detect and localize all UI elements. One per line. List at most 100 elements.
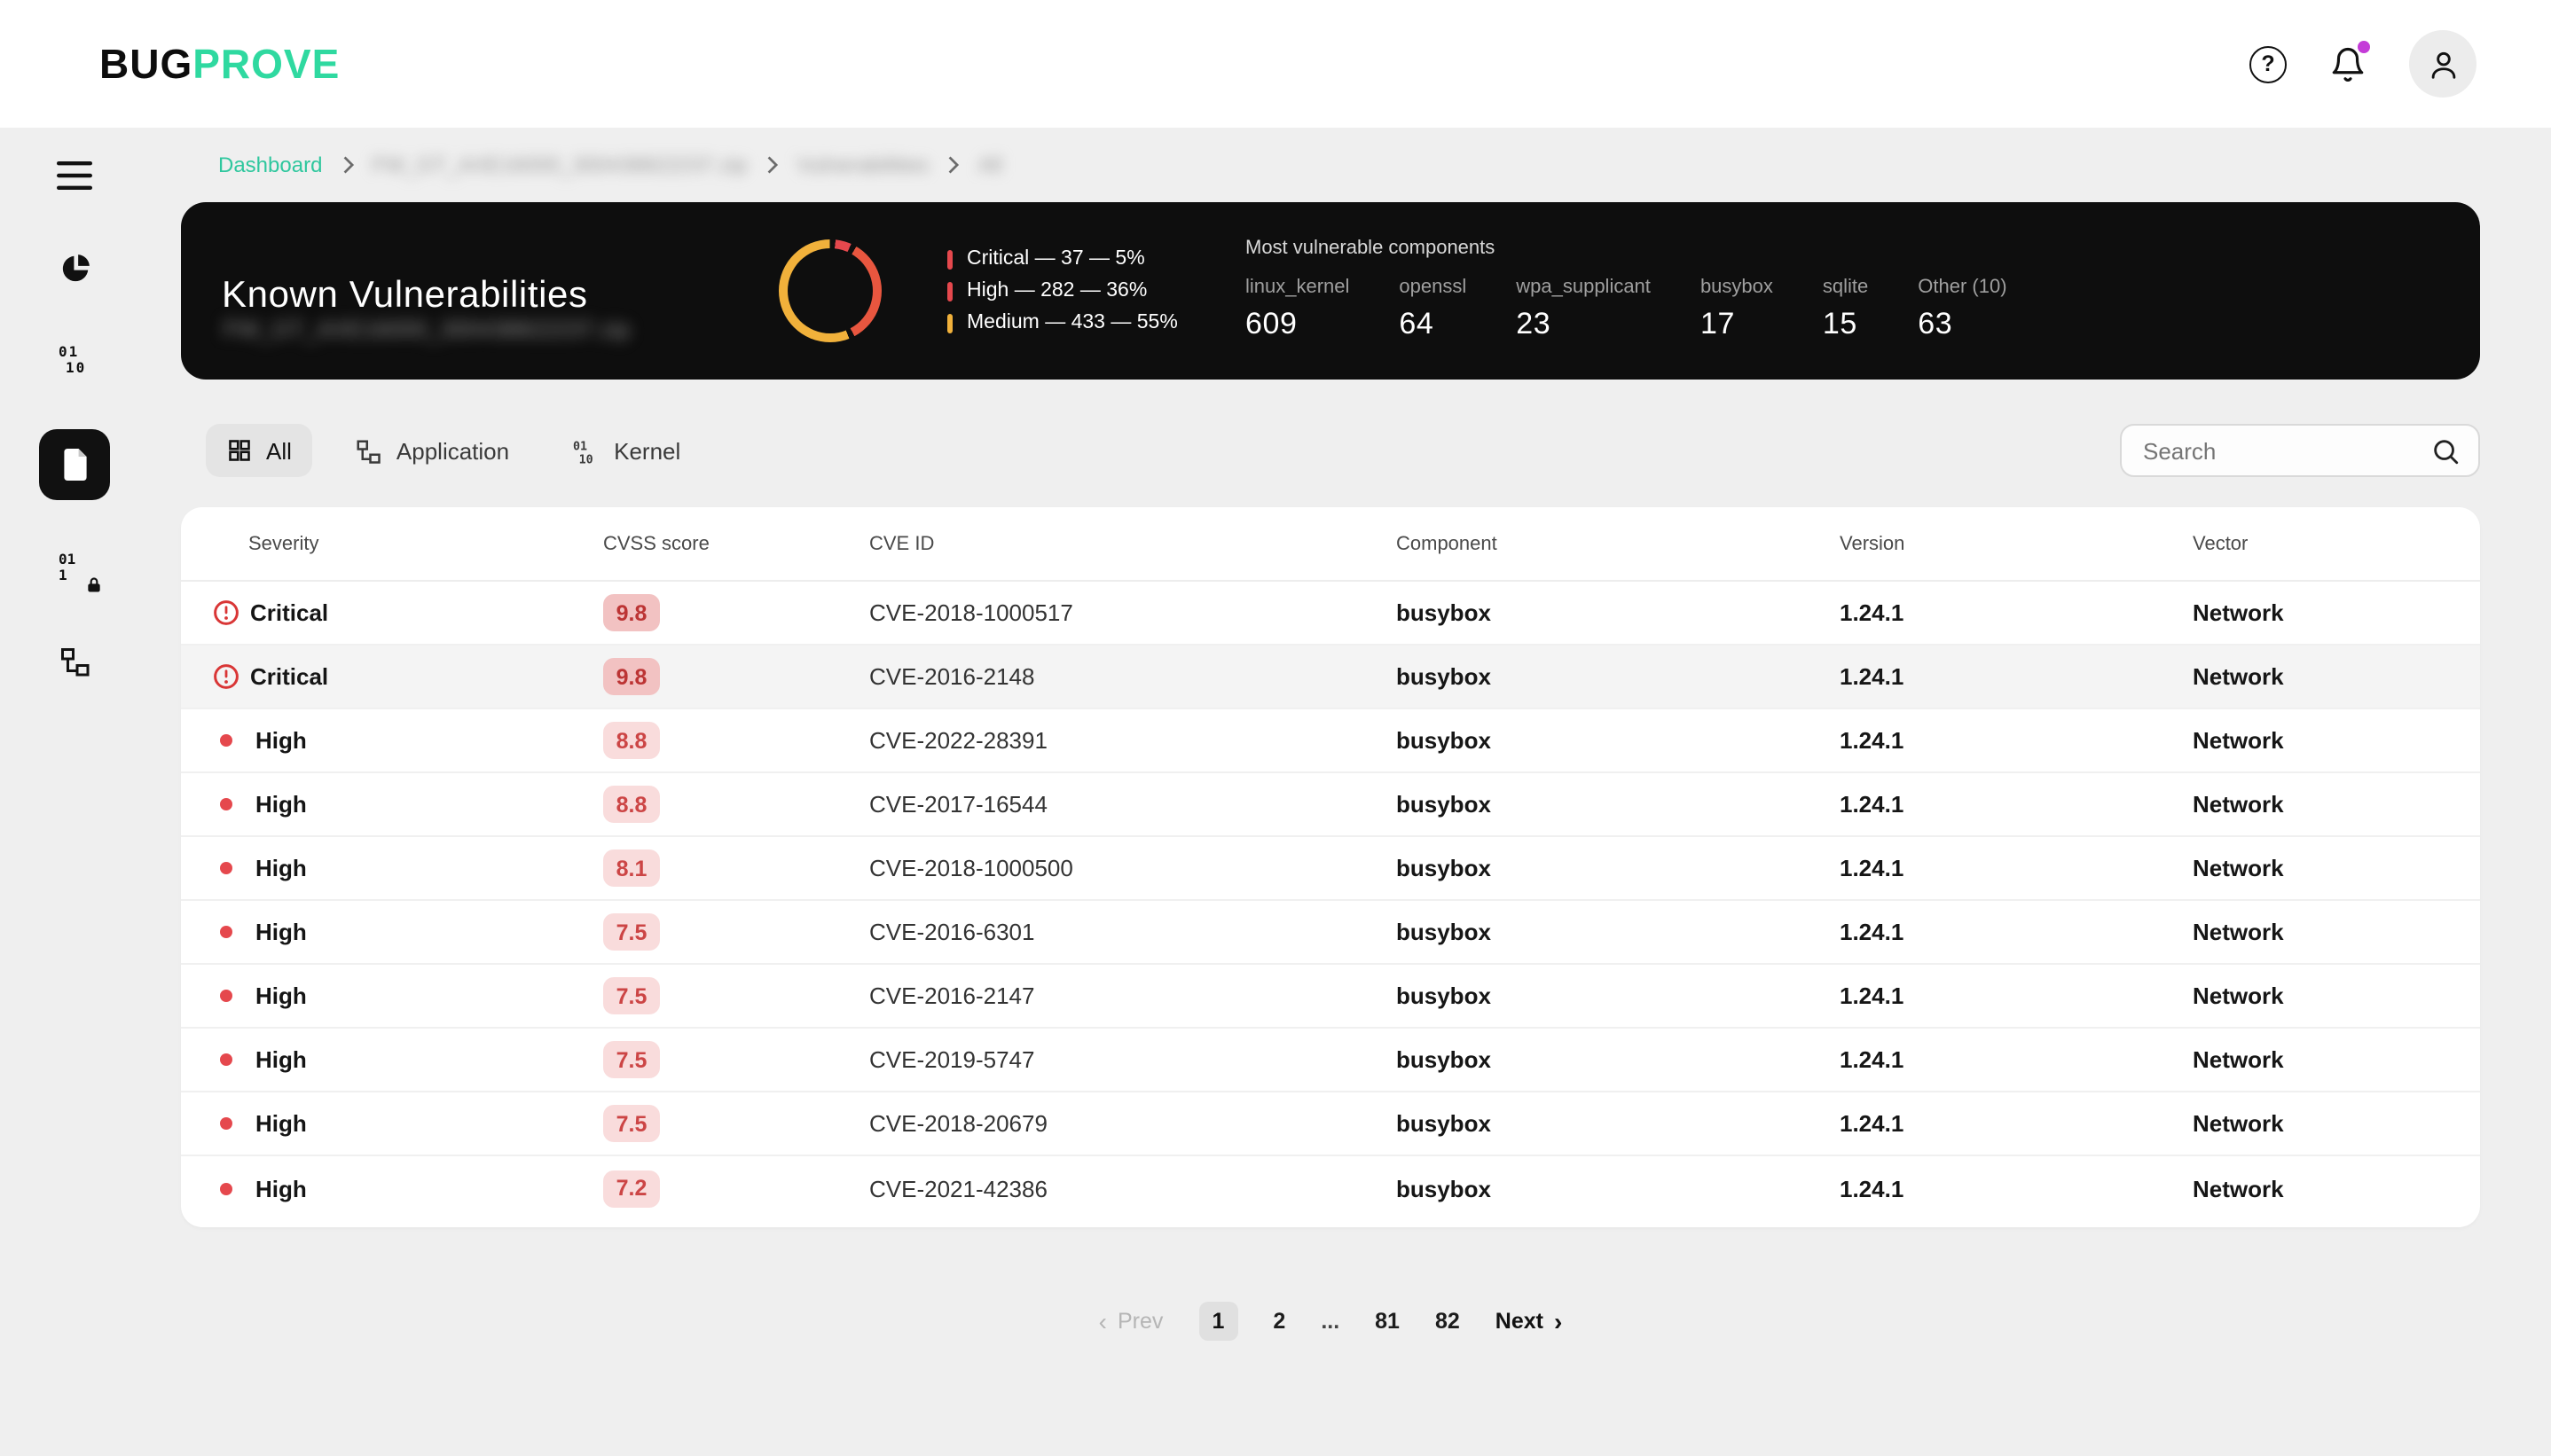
most-vulnerable-title: Most vulnerable components: [1245, 238, 1495, 259]
component-cell: busybox: [1396, 599, 1491, 626]
firmware-filename: FW_GT_AXE16000_300438822237.zip: [224, 316, 631, 342]
component-cell: busybox: [1396, 663, 1491, 690]
vector-cell: Network: [2193, 1046, 2284, 1073]
severity-donut-chart: [779, 239, 882, 342]
sidebar-item-sbom[interactable]: [39, 638, 110, 685]
next-page-button[interactable]: Next ›: [1495, 1309, 1563, 1334]
component-count: 15: [1822, 307, 1857, 341]
legend-medium-label: Medium — 433 — 55%: [967, 312, 1178, 333]
page-ellipsis: ...: [1321, 1309, 1340, 1334]
table-header-row: Severity CVSS score CVE ID Component Ver…: [181, 507, 2480, 582]
cve-id-cell: CVE-2016-2147: [869, 982, 1035, 1009]
table-row[interactable]: High 7.5 CVE-2016-2147 busybox 1.24.1 Ne…: [181, 965, 2480, 1029]
high-dot-icon: [220, 734, 232, 747]
breadcrumb-vulnerabilities[interactable]: Vulnerabilities: [797, 153, 929, 177]
legend-item-high: High — 282 — 36%: [947, 280, 1178, 301]
main-content: Dashboard FW_GT_AXE16000_300438822237.zi…: [181, 128, 2480, 1341]
sidebar: 01 10 01 1: [0, 128, 149, 685]
topbar-actions: ?: [2249, 30, 2476, 98]
table-row[interactable]: High 8.1 CVE-2018-1000500 busybox 1.24.1…: [181, 837, 2480, 901]
component-cell: busybox: [1396, 919, 1491, 945]
page-title: Known Vulnerabilities: [222, 275, 588, 317]
pagination: ‹ Prev 1 2 ... 81 82 Next ›: [181, 1302, 2480, 1341]
table-row[interactable]: High 7.5 CVE-2018-20679 busybox 1.24.1 N…: [181, 1092, 2480, 1156]
table-row[interactable]: High 7.2 CVE-2021-42386 busybox 1.24.1 N…: [181, 1156, 2480, 1220]
tab-all[interactable]: All: [206, 424, 313, 477]
svg-text:10: 10: [579, 452, 593, 464]
high-dot-icon: [220, 1182, 232, 1194]
page-button-1[interactable]: 1: [1198, 1302, 1238, 1341]
cvss-badge: 7.5: [603, 1041, 660, 1078]
severity-label: High: [255, 791, 307, 818]
cvss-badge: 7.2: [603, 1170, 660, 1207]
cve-id-cell: CVE-2016-2148: [869, 663, 1035, 690]
component-cell: busybox: [1396, 1046, 1491, 1073]
sidebar-item-crypto[interactable]: 01 1: [39, 546, 110, 592]
breadcrumb-firmware[interactable]: FW_GT_AXE16000_300438822237.zip: [372, 153, 748, 177]
col-vector: Vector: [2193, 533, 2249, 554]
version-cell: 1.24.1: [1840, 663, 1904, 690]
svg-text:01: 01: [59, 343, 79, 359]
component-stat: sqlite 15: [1823, 277, 1868, 342]
severity-cell: High: [213, 1110, 603, 1137]
component-name: openssl: [1399, 277, 1467, 298]
cve-id-cell: CVE-2022-28391: [869, 727, 1048, 754]
tab-application[interactable]: Application: [334, 424, 530, 477]
high-dot-icon: [220, 798, 232, 810]
user-avatar-button[interactable]: [2409, 30, 2476, 98]
menu-toggle-button[interactable]: [39, 153, 110, 199]
component-stat: wpa_supplicant 23: [1516, 277, 1651, 342]
severity-label: Critical: [250, 663, 329, 690]
bell-icon: [2332, 47, 2364, 81]
component-cell: busybox: [1396, 727, 1491, 754]
component-name: sqlite: [1822, 277, 1869, 298]
table-row[interactable]: High 8.8 CVE-2022-28391 busybox 1.24.1 N…: [181, 709, 2480, 773]
top-bar: BUGPROVE ?: [0, 0, 2551, 128]
page-button-81[interactable]: 81: [1375, 1309, 1400, 1334]
sidebar-item-binary-analysis[interactable]: 01 10: [39, 337, 110, 383]
severity-label: High: [255, 1175, 307, 1202]
component-name: linux_kernel: [1245, 277, 1350, 298]
prev-page-button[interactable]: ‹ Prev: [1099, 1309, 1164, 1334]
breadcrumb-dashboard[interactable]: Dashboard: [218, 153, 323, 177]
table-row[interactable]: Critical 9.8 CVE-2016-2148 busybox 1.24.…: [181, 646, 2480, 709]
version-cell: 1.24.1: [1840, 982, 1904, 1009]
severity-cell: High: [213, 919, 603, 945]
sidebar-item-dashboard[interactable]: [39, 245, 110, 291]
search-input[interactable]: [2139, 435, 2430, 466]
version-cell: 1.24.1: [1840, 919, 1904, 945]
vector-cell: Network: [2193, 791, 2284, 818]
page-button-82[interactable]: 82: [1434, 1309, 1460, 1334]
critical-alert-icon: [214, 664, 239, 689]
severity-label: High: [255, 855, 307, 881]
vector-cell: Network: [2193, 1110, 2284, 1137]
vector-cell: Network: [2193, 982, 2284, 1009]
high-dot-icon: [220, 1117, 232, 1130]
version-cell: 1.24.1: [1840, 599, 1904, 626]
table-row[interactable]: High 7.5 CVE-2019-5747 busybox 1.24.1 Ne…: [181, 1029, 2480, 1092]
vector-cell: Network: [2193, 855, 2284, 881]
page-button-2[interactable]: 2: [1273, 1309, 1286, 1334]
logo-bug-text: BUG: [99, 40, 193, 86]
score-cell: 7.5: [603, 913, 869, 951]
high-dot-icon: [220, 862, 232, 874]
cvss-badge: 9.8: [603, 594, 660, 631]
most-vulnerable-components: Most vulnerable components linux_kernel …: [1245, 238, 2007, 342]
severity-cell: Critical: [213, 663, 603, 690]
search-icon[interactable]: [2430, 435, 2461, 466]
critical-alert-icon: [214, 600, 239, 625]
cve-id-cell: CVE-2016-6301: [869, 919, 1035, 945]
table-row[interactable]: Critical 9.8 CVE-2018-1000517 busybox 1.…: [181, 582, 2480, 646]
vector-cell: Network: [2193, 663, 2284, 690]
help-button[interactable]: ?: [2249, 45, 2287, 82]
notifications-button[interactable]: [2329, 40, 2370, 82]
breadcrumb: Dashboard FW_GT_AXE16000_300438822237.zi…: [218, 153, 2480, 177]
tab-kernel[interactable]: 01 10 Kernel: [552, 424, 702, 477]
table-row[interactable]: High 7.5 CVE-2016-6301 busybox 1.24.1 Ne…: [181, 901, 2480, 965]
col-version: Version: [1840, 533, 1905, 554]
high-dot-icon: [220, 1053, 232, 1066]
table-row[interactable]: High 8.8 CVE-2017-16544 busybox 1.24.1 N…: [181, 773, 2480, 837]
component-name: wpa_supplicant: [1516, 277, 1651, 298]
sidebar-item-vulnerabilities-active[interactable]: [39, 429, 110, 500]
component-count: 17: [1699, 307, 1735, 341]
